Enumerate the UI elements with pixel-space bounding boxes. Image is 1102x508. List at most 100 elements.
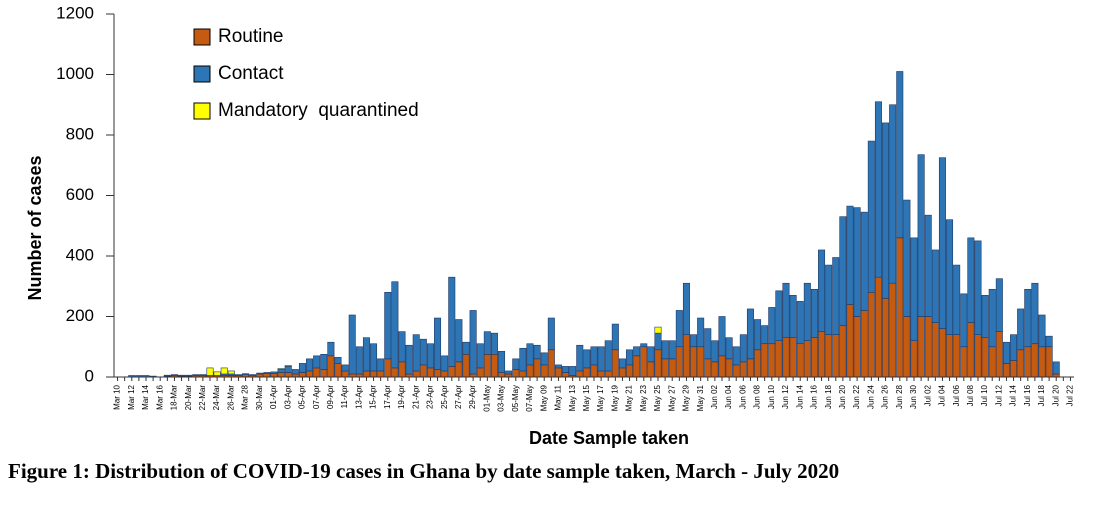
bar-segment — [547, 349, 555, 378]
bar-segment — [633, 346, 641, 357]
bar-segment — [661, 358, 669, 378]
x-tick-label: 03-Apr — [283, 385, 292, 409]
bar-segment — [341, 364, 349, 372]
bar-segment — [519, 347, 527, 372]
bar-segment — [874, 101, 882, 278]
x-tick-label: Jul 10 — [980, 384, 989, 406]
bar-segment — [768, 307, 776, 345]
bar-segment — [661, 340, 669, 360]
bar-segment — [917, 316, 925, 378]
x-tick-label: Jun 04 — [724, 384, 733, 409]
bar-segment — [746, 308, 754, 360]
bar-segment — [163, 374, 171, 377]
bar-segment — [626, 364, 634, 378]
bar-segment — [512, 369, 520, 378]
bar-segment — [284, 372, 292, 378]
bar-segment — [832, 257, 840, 335]
x-tick-label: May 15 — [582, 384, 591, 411]
bar-segment — [654, 349, 662, 378]
bar-segment — [441, 355, 449, 372]
bar-segment — [327, 355, 335, 378]
x-axis-title: Date Sample taken — [529, 428, 689, 448]
x-tick-label: 01-May — [482, 385, 491, 412]
bar-segment — [618, 367, 626, 378]
bar-segment — [434, 369, 442, 378]
bar-segment — [889, 104, 897, 284]
bar-segment — [576, 370, 584, 378]
x-tick-label: Jul 04 — [938, 384, 947, 406]
x-tick-label: Mar 14 — [141, 384, 150, 409]
x-tick-label: Jul 02 — [923, 384, 932, 406]
bar-segment — [199, 374, 207, 376]
x-tick-label: Jul 18 — [1037, 384, 1046, 406]
x-tick-label: Mar 16 — [155, 384, 164, 409]
bar-segment — [768, 343, 776, 378]
bar-segment — [654, 332, 662, 351]
bar-segment — [419, 364, 427, 378]
bar-segment — [789, 295, 797, 338]
bar-segment — [526, 343, 534, 366]
x-tick-label: 11-Apr — [340, 385, 349, 409]
x-tick-label: May 19 — [610, 384, 619, 411]
bar-segment — [853, 207, 861, 317]
bar-segment — [597, 370, 605, 378]
bar-segment — [462, 341, 470, 355]
bar-segment — [227, 370, 235, 375]
bar-segment — [903, 199, 911, 317]
bar-segment — [917, 154, 925, 317]
x-tick-label: 03-May — [497, 385, 506, 412]
bar-segment — [547, 317, 555, 351]
bar-segment — [355, 346, 363, 375]
bar-segment — [725, 337, 733, 360]
bar-segment — [988, 346, 996, 378]
bar-segment — [697, 317, 705, 348]
bar-segment — [490, 332, 498, 355]
bar-segment — [682, 334, 690, 378]
bar-segment — [576, 344, 584, 372]
bar-segment — [370, 370, 378, 378]
bar-segment — [754, 349, 762, 378]
x-tick-label: Jul 12 — [994, 384, 1003, 406]
bar-segment — [611, 349, 619, 378]
bar-segment — [924, 316, 932, 378]
x-tick-label: 05-May — [511, 385, 520, 412]
x-tick-label: May 13 — [568, 384, 577, 411]
legend-label: Mandatory quarantined — [218, 100, 419, 121]
x-tick-label: 19-Apr — [397, 385, 406, 409]
bar-segment — [903, 316, 911, 378]
bar-segment — [718, 355, 726, 378]
bar-segment — [448, 276, 456, 367]
bar-segment — [633, 355, 641, 378]
bar-segment — [306, 370, 314, 378]
legend-swatch — [193, 102, 211, 120]
bar-segment — [618, 358, 626, 369]
bar-segment — [839, 325, 847, 378]
bar-segment — [249, 374, 257, 376]
bar-segment — [974, 334, 982, 378]
bar-segment — [434, 317, 442, 370]
bar-segment — [995, 331, 1003, 378]
bar-segment — [1010, 360, 1018, 378]
bar-segment — [426, 367, 434, 378]
bar-segment — [348, 314, 356, 375]
y-tick-label: 1200 — [56, 3, 94, 22]
bar-segment — [178, 374, 186, 377]
bar-segment — [882, 298, 890, 378]
bar-segment — [725, 358, 733, 378]
legend-label: Routine — [218, 26, 284, 47]
bar-segment — [590, 346, 598, 366]
bar-segment — [277, 369, 285, 373]
bar-segment — [668, 340, 676, 360]
bar-segment — [327, 341, 335, 357]
bar-segment — [192, 374, 200, 376]
x-tick-label: 24-Mar — [212, 385, 221, 411]
bar-segment — [1002, 363, 1010, 378]
y-tick-label: 600 — [66, 185, 94, 204]
bar-segment — [583, 367, 591, 378]
bar-segment — [270, 371, 278, 374]
bar-segment — [505, 370, 513, 375]
bar-segment — [668, 358, 676, 378]
x-tick-label: Jun 10 — [767, 384, 776, 409]
bar-segment — [206, 367, 214, 376]
bar-segment — [533, 344, 541, 360]
